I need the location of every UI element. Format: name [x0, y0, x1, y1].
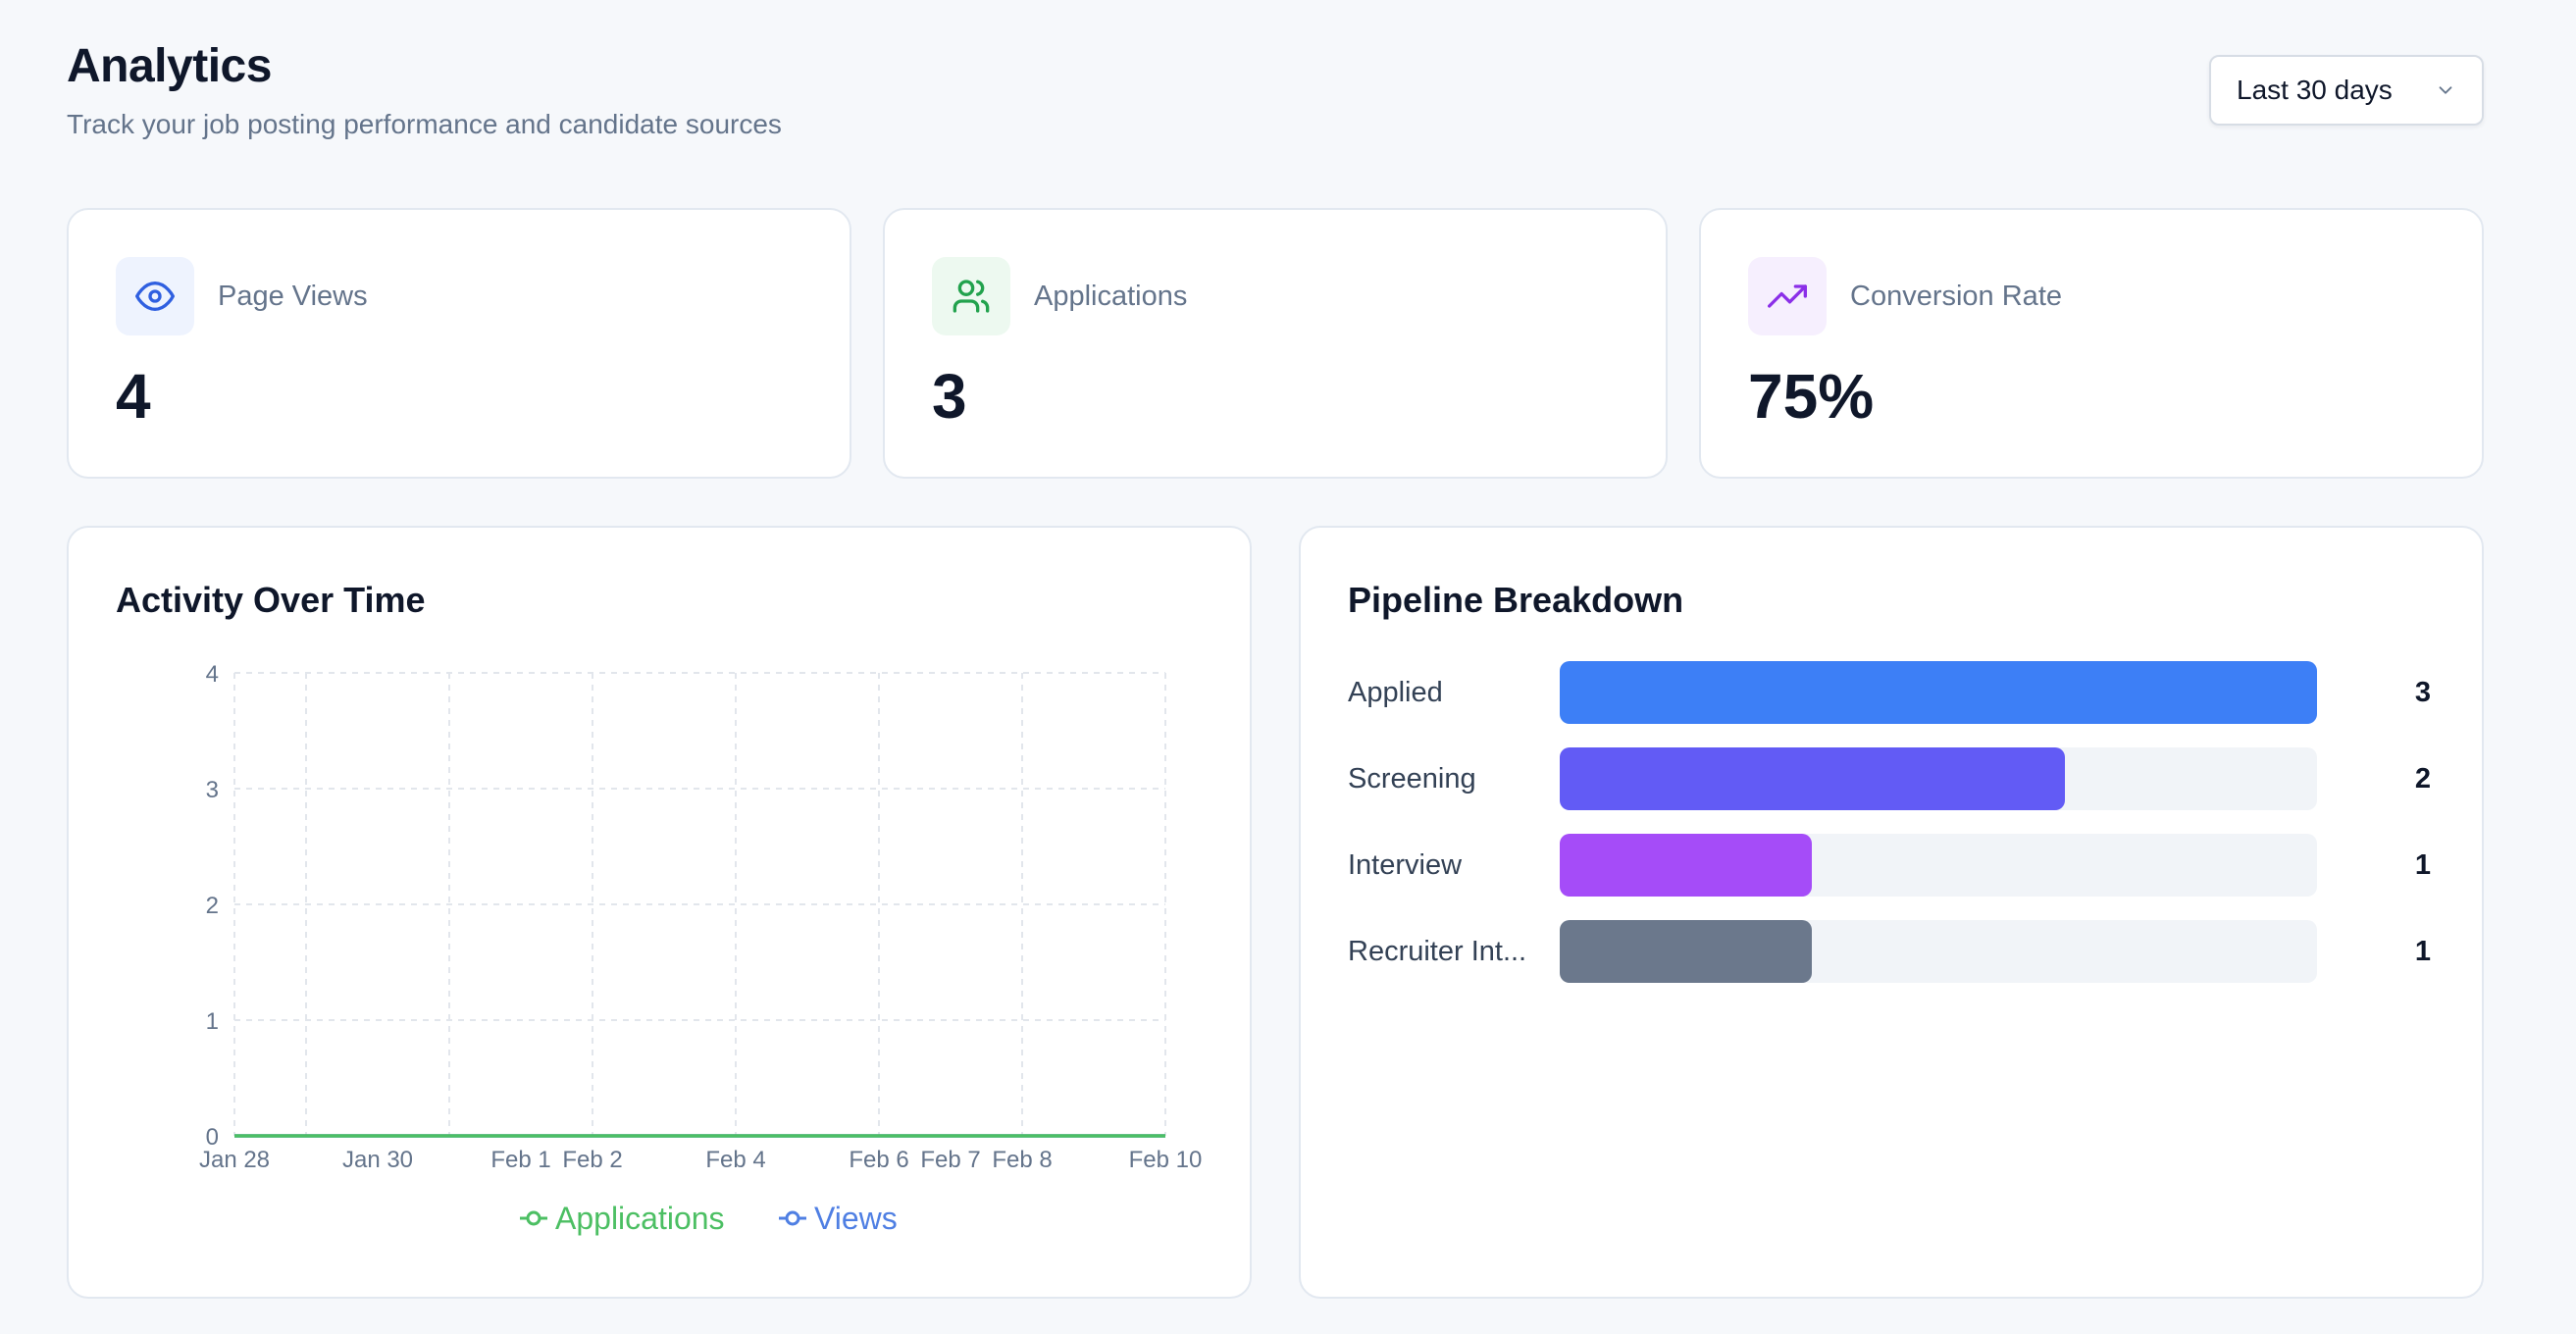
pipeline-stage-count: 1 — [2414, 849, 2431, 881]
page-header: Analytics Track your job posting perform… — [67, 39, 782, 141]
stat-label: Conversion Rate — [1850, 281, 2062, 312]
x-tick-label: Feb 2 — [562, 1147, 622, 1173]
y-tick-label: 3 — [206, 777, 219, 803]
legend-label: Views — [814, 1201, 898, 1236]
pipeline-stage-label: Screening — [1348, 763, 1476, 795]
stat-value: 4 — [116, 361, 151, 432]
users-icon — [932, 257, 1010, 335]
stat-value: 3 — [932, 361, 967, 432]
pipeline-row: Interview 1 — [1348, 834, 2431, 897]
x-tick-label: Feb 10 — [1129, 1147, 1203, 1173]
pipeline-panel: Pipeline Breakdown Applied 3 Screening 2 Int… — [1299, 526, 2484, 1299]
stat-label: Applications — [1034, 281, 1188, 312]
x-tick-label: Jan 28 — [199, 1147, 270, 1173]
activity-panel: Activity Over Time 0 1 2 3 4 Jan 28 Jan 30 Feb … — [67, 526, 1252, 1299]
pipeline-bar-track — [1560, 661, 2317, 724]
legend-marker-views — [785, 1210, 800, 1226]
pipeline-row: Recruiter Int... 1 — [1348, 920, 2431, 983]
pipeline-bar-fill — [1560, 661, 2317, 724]
pipeline-stage-label: Recruiter Int... — [1348, 936, 1527, 967]
page-title: Analytics — [67, 40, 272, 92]
y-tick-label: 4 — [206, 661, 219, 688]
x-tick-label: Feb 8 — [992, 1147, 1052, 1173]
pipeline-row: Screening 2 — [1348, 747, 2431, 810]
pipeline-stage-count: 3 — [2414, 677, 2431, 708]
stat-value: 75% — [1748, 361, 1875, 432]
y-tick-label: 1 — [206, 1008, 219, 1035]
pipeline-stage-count: 2 — [2414, 763, 2431, 795]
date-range-value: Last 30 days — [2237, 75, 2393, 105]
y-tick-label: 2 — [206, 893, 219, 919]
legend-marker-applications — [526, 1210, 541, 1226]
pipeline-bar-fill — [1560, 747, 2065, 810]
trending-up-icon — [1748, 257, 1827, 335]
x-tick-label: Feb 7 — [920, 1147, 980, 1173]
x-tick-label: Feb 4 — [705, 1147, 765, 1173]
date-range-select[interactable]: Last 30 days — [2209, 55, 2484, 126]
pipeline-bar-track — [1560, 834, 2317, 897]
x-tick-label: Feb 1 — [490, 1147, 550, 1173]
pipeline-bar-track — [1560, 920, 2317, 983]
pipeline-bar-track — [1560, 747, 2317, 810]
pipeline-stage-count: 1 — [2414, 936, 2431, 967]
stat-card-conversion-rate: Conversion Rate 75% — [1699, 208, 2484, 479]
stat-card-applications: Applications 3 — [883, 208, 1668, 479]
x-tick-label: Feb 6 — [849, 1147, 908, 1173]
legend-label: Applications — [555, 1201, 725, 1236]
y-tick-label: 0 — [206, 1124, 219, 1151]
pipeline-stage-label: Interview — [1348, 849, 1463, 881]
activity-chart: 0 1 2 3 4 Jan 28 Jan 30 Feb 1 Feb 2 Feb 4 Feb 6 Feb… — [199, 661, 1203, 1236]
page-subtitle: Track your job posting performance and c… — [67, 109, 782, 139]
pipeline-title: Pipeline Breakdown — [1348, 580, 1684, 620]
pipeline-row: Applied 3 — [1348, 661, 2431, 724]
pipeline-stage-label: Applied — [1348, 677, 1443, 708]
pipeline-bar-fill — [1560, 834, 1812, 897]
eye-icon — [116, 257, 194, 335]
activity-title: Activity Over Time — [116, 580, 426, 620]
chevron-down-icon — [2435, 79, 2456, 101]
stat-card-page-views: Page Views 4 — [67, 208, 851, 479]
stat-label: Page Views — [218, 281, 368, 312]
pipeline-bar-fill — [1560, 920, 1812, 983]
x-tick-label: Jan 30 — [342, 1147, 413, 1173]
